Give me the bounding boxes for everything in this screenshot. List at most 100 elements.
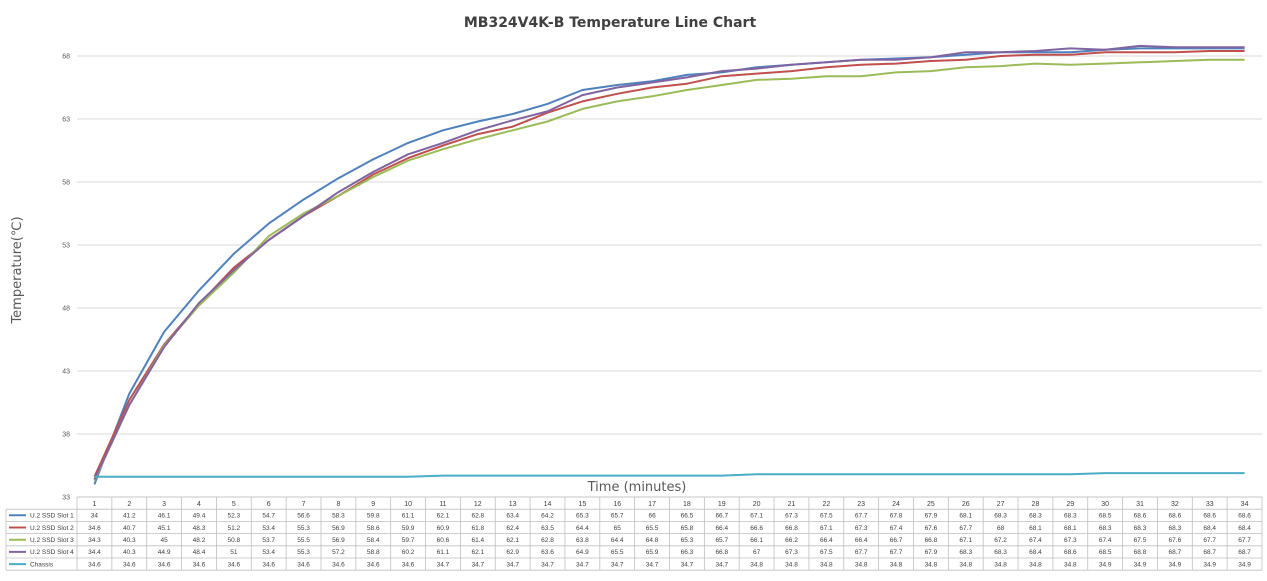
y-tick-label: 33 — [62, 495, 70, 502]
data-label: 34.6 — [402, 561, 415, 568]
data-label: 34.6 — [158, 561, 171, 568]
data-label: 67.1 — [750, 513, 763, 520]
data-label: 34.8 — [855, 561, 868, 568]
data-label: 34.9 — [1238, 561, 1251, 568]
y-tick-label: 63 — [62, 117, 70, 124]
data-label: 65.8 — [681, 525, 694, 532]
data-label: 62.1 — [437, 513, 450, 520]
y-tick-label: 58 — [62, 180, 70, 187]
data-label: 68.3 — [1029, 513, 1042, 520]
y-tick-label: 68 — [62, 54, 70, 61]
data-label: 62.1 — [471, 549, 484, 556]
data-label: 65.3 — [681, 537, 694, 544]
data-label: 68.6 — [1169, 513, 1182, 520]
data-label: 65.7 — [715, 537, 728, 544]
data-label: 67.7 — [959, 525, 972, 532]
x-tick-label: 20 — [753, 501, 761, 508]
data-label: 34.6 — [332, 561, 345, 568]
x-tick-label: 23 — [857, 501, 865, 508]
data-label: 67.7 — [855, 513, 868, 520]
data-label: 67.3 — [785, 513, 798, 520]
x-tick-label: 13 — [509, 501, 517, 508]
data-label: 59.7 — [402, 537, 415, 544]
data-label: 34.8 — [890, 561, 903, 568]
x-tick-label: 29 — [1066, 501, 1074, 508]
data-label: 57.2 — [332, 549, 345, 556]
data-label: 68.6 — [1064, 549, 1077, 556]
data-label: 62.8 — [541, 537, 554, 544]
legend-entry: Chassis — [30, 561, 54, 568]
data-label: 56.9 — [332, 537, 345, 544]
data-label: 60.2 — [402, 549, 415, 556]
x-tick-label: 2 — [127, 501, 131, 508]
data-label: 68.7 — [1169, 549, 1182, 556]
data-label: 65.7 — [611, 513, 624, 520]
data-label: 67.2 — [994, 537, 1007, 544]
x-tick-label: 4 — [197, 501, 201, 508]
x-tick-label: 24 — [892, 501, 900, 508]
data-label: 34.6 — [228, 561, 241, 568]
data-label: 34.7 — [437, 561, 450, 568]
data-label: 68.6 — [1134, 513, 1147, 520]
series-line-u-2-ssd-slot-4 — [93, 44, 1245, 480]
x-tick-label: 27 — [997, 501, 1005, 508]
data-label: 68.5 — [1099, 513, 1112, 520]
data-label: 34.7 — [471, 561, 484, 568]
data-label: 34.8 — [785, 561, 798, 568]
x-tick-label: 7 — [302, 501, 306, 508]
data-label: 67.5 — [820, 513, 833, 520]
data-label: 66.8 — [785, 525, 798, 532]
data-label: 64.8 — [646, 537, 659, 544]
data-label: 48.4 — [193, 549, 206, 556]
data-label: 67.5 — [820, 549, 833, 556]
data-label: 63.5 — [541, 525, 554, 532]
x-tick-label: 1 — [92, 501, 96, 508]
data-label: 54.7 — [262, 513, 275, 520]
data-label: 65.3 — [576, 513, 589, 520]
x-tick-label: 33 — [1206, 501, 1214, 508]
y-axis-label: Temperature(℃) — [10, 216, 25, 324]
x-axis-label: Time (minutes) — [587, 480, 687, 495]
data-label: 60.6 — [437, 537, 450, 544]
data-label: 55.3 — [297, 525, 310, 532]
series-line-u-2-ssd-slot-1 — [93, 47, 1245, 485]
x-tick-label: 34 — [1241, 501, 1249, 508]
data-label: 34.8 — [959, 561, 972, 568]
data-label: 40.3 — [123, 549, 136, 556]
data-label: 68.3 — [959, 549, 972, 556]
legend-entry: U.2 SSD Slot 1 — [30, 513, 74, 520]
data-label: 64.2 — [541, 513, 554, 520]
data-label: 67.7 — [1203, 537, 1216, 544]
data-label: 68.1 — [1064, 525, 1077, 532]
data-label: 34.8 — [1064, 561, 1077, 568]
x-tick-label: 30 — [1101, 501, 1109, 508]
data-label: 45 — [161, 537, 169, 544]
data-label: 58.3 — [332, 513, 345, 520]
data-label: 51.2 — [228, 525, 241, 532]
data-label: 61.8 — [471, 525, 484, 532]
x-tick-label: 32 — [1171, 501, 1179, 508]
data-label: 50.8 — [228, 537, 241, 544]
data-label: 68.3 — [1134, 525, 1147, 532]
data-label: 67.6 — [1169, 537, 1182, 544]
data-label: 34.4 — [88, 549, 101, 556]
legend-entry: U.2 SSD Slot 2 — [30, 525, 74, 532]
data-label: 66.4 — [820, 537, 833, 544]
data-label: 34.3 — [88, 537, 101, 544]
data-label: 66.8 — [925, 537, 938, 544]
data-label: 61.1 — [402, 513, 415, 520]
data-label: 66.8 — [715, 549, 728, 556]
data-label: 61.4 — [471, 537, 484, 544]
data-label: 65.9 — [646, 549, 659, 556]
data-label: 34.7 — [611, 561, 624, 568]
data-label: 68.3 — [1099, 525, 1112, 532]
data-label: 48.2 — [193, 537, 206, 544]
data-label: 53.4 — [262, 549, 275, 556]
data-label: 55.5 — [297, 537, 310, 544]
data-label: 67.3 — [785, 549, 798, 556]
data-label: 68.4 — [1029, 549, 1042, 556]
data-label: 67 — [753, 549, 761, 556]
data-label: 34.9 — [1134, 561, 1147, 568]
y-tick-label: 48 — [62, 306, 70, 313]
y-tick-label: 43 — [62, 369, 70, 376]
